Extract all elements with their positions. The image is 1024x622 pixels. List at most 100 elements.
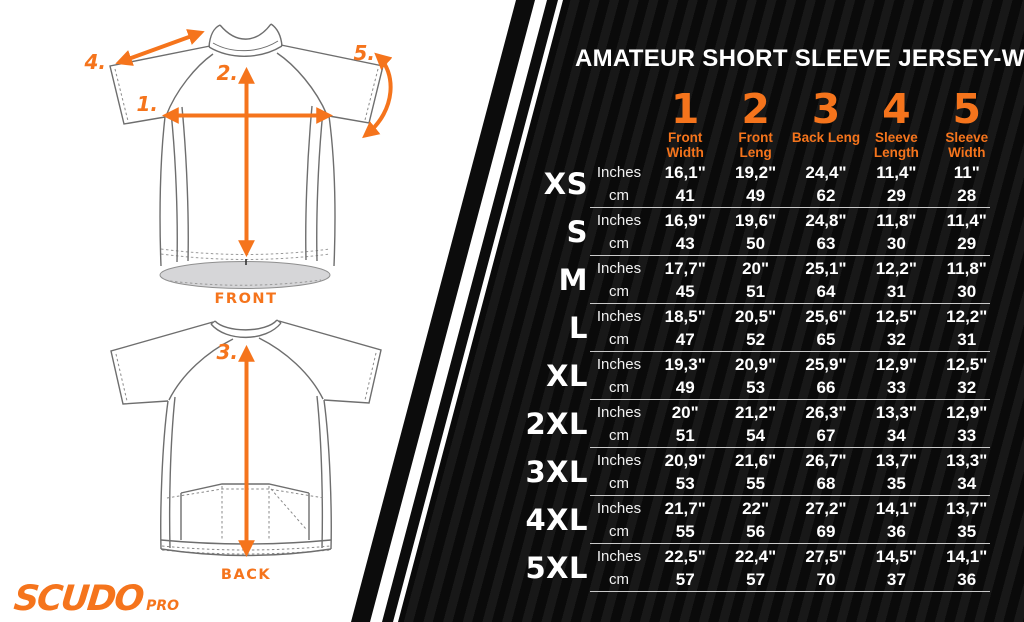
- measurement-inches-value: 13,7": [946, 499, 988, 518]
- measurement-inches-value: 20,9": [664, 451, 706, 470]
- measurement-inches-value: 20,5": [735, 307, 777, 326]
- measurement-cell: 16,1" 41: [650, 160, 720, 208]
- size-row: 4XL Inches cm 21,7" 55 22" 56 27,2" 69 14,1" 36 13,…: [520, 496, 1004, 544]
- measurement-cell: 12,2" 31: [932, 304, 1002, 352]
- measurement-cell: 26,7" 68: [791, 448, 861, 496]
- measurement-cm-value: 51: [746, 282, 766, 301]
- measurement-cell: 21,2" 54: [720, 400, 790, 448]
- measurement-inches-value: 25,6": [805, 307, 847, 326]
- measurement-inches-value: 19,6": [735, 211, 777, 230]
- measurement-cell: 26,3" 67: [791, 400, 861, 448]
- measurement-cell: 20,5" 52: [720, 304, 790, 352]
- measurement-cm-value: 47: [675, 330, 695, 349]
- measurement-cell: 12,2" 31: [861, 256, 931, 304]
- unit-inches-label: Inches: [596, 500, 642, 517]
- measurement-inches-value: 20": [671, 403, 699, 422]
- back-jersey-drawing: [110, 319, 382, 557]
- measurement-cm-value: 36: [886, 522, 906, 541]
- measurement-inches-value: 21,2": [735, 403, 777, 422]
- measure-column-number: 3: [811, 85, 841, 133]
- measure-column-number: 5: [952, 85, 982, 133]
- size-label: M: [558, 263, 588, 297]
- measure-column: 4 Sleeve Length: [861, 89, 931, 160]
- unit-labels: Inches cm: [588, 208, 650, 256]
- measurement-inches-value: 16,1": [664, 163, 706, 182]
- unit-cm-label: cm: [609, 187, 629, 204]
- measurement-cell: 22" 56: [720, 496, 790, 544]
- measurement-cm-value: 33: [886, 378, 906, 397]
- measure-column-number: 1: [670, 85, 700, 133]
- measurement-inches-value: 26,3": [805, 403, 847, 422]
- measurement-cell: 12,5" 32: [861, 304, 931, 352]
- unit-labels: Inches cm: [588, 448, 650, 496]
- measurement-inches-value: 12,5": [875, 307, 917, 326]
- measure-columns: 1 Front Width 2 Front Leng 3 Back Leng 4 Sleeve…: [650, 85, 1002, 160]
- measurement-cm-value: 30: [957, 282, 977, 301]
- measurement-inches-value: 18,5": [664, 307, 706, 326]
- measurement-cell: 11,8" 30: [861, 208, 931, 256]
- measurement-cell: 11,8" 30: [932, 256, 1002, 304]
- measurement-cm-value: 56: [746, 522, 766, 541]
- measurement-inches-value: 25,1": [805, 259, 847, 278]
- diagram-labels: 1. 2. 4. 5. 3. FRONT BACK: [83, 41, 375, 583]
- brand-logo: SCUDO PRO: [12, 579, 179, 619]
- measurement-inches-value: 27,2": [805, 499, 847, 518]
- measurement-cell: 20" 51: [720, 256, 790, 304]
- measurement-cell: 17,7" 45: [650, 256, 720, 304]
- size-label: 2XL: [525, 407, 588, 441]
- size-label: XL: [546, 359, 588, 393]
- size-row: M Inches cm 17,7" 45 20" 51 25,1" 64 12,2" 31 11,8"…: [520, 256, 1004, 304]
- measurement-inches-value: 12,2": [946, 307, 988, 326]
- measurement-cm-value: 49: [675, 378, 695, 397]
- measurement-cell: 13,7" 35: [861, 448, 931, 496]
- measurement-cell: 20,9" 53: [720, 352, 790, 400]
- measurement-cm-value: 28: [957, 186, 977, 205]
- measurement-cm-value: 30: [886, 234, 906, 253]
- jersey-measurement-diagram: 1. 2. 4. 5. 3. FRONT BACK: [83, 23, 393, 583]
- measure-column: 1 Front Width: [650, 85, 720, 160]
- arrow-shoulder: [115, 29, 205, 66]
- measurement-cm-value: 68: [816, 474, 836, 493]
- measurement-cm-value: 57: [675, 570, 695, 589]
- measurement-cm-value: 57: [746, 570, 766, 589]
- measurement-cm-value: 66: [816, 378, 836, 397]
- unit-cm-label: cm: [609, 331, 629, 348]
- measurement-cm-value: 34: [886, 426, 906, 445]
- unit-cm-label: cm: [609, 523, 629, 540]
- size-label: 5XL: [525, 551, 588, 585]
- measurement-inches-value: 20": [742, 259, 770, 278]
- measurement-cm-value: 55: [746, 474, 766, 493]
- unit-labels: Inches cm: [588, 304, 650, 352]
- measurement-cell: 12,5" 32: [932, 352, 1002, 400]
- unit-cm-label: cm: [609, 379, 629, 396]
- marker-4-label: 4.: [83, 50, 106, 74]
- unit-cm-label: cm: [609, 427, 629, 444]
- measurement-inches-value: 12,2": [875, 259, 917, 278]
- size-label: S: [566, 215, 588, 249]
- measurement-cell: 25,6" 65: [791, 304, 861, 352]
- measurement-cm-value: 34: [957, 474, 977, 493]
- measure-column-number: 2: [741, 85, 770, 133]
- measurement-cm-value: 49: [746, 186, 766, 205]
- measure-column-label: Sleeve Width: [945, 130, 989, 160]
- measurement-inches-value: 12,9": [875, 355, 917, 374]
- measurement-cm-value: 53: [746, 378, 766, 397]
- measure-column-label: Sleeve Length: [873, 130, 919, 160]
- measurement-inches-value: 13,3": [875, 403, 917, 422]
- measurement-inches-value: 27,5": [805, 547, 847, 566]
- measurement-cm-value: 50: [746, 234, 766, 253]
- unit-inches-label: Inches: [596, 404, 642, 421]
- unit-cm-label: cm: [609, 571, 629, 588]
- measurement-inches-value: 21,7": [664, 499, 706, 518]
- marker-2-label: 2.: [216, 61, 238, 85]
- measurement-cm-value: 70: [816, 570, 836, 589]
- measure-column-label: Back Leng: [791, 130, 861, 145]
- measurement-arrows: [115, 29, 393, 558]
- measurement-inches-value: 19,3": [664, 355, 706, 374]
- measurement-cell: 19,6" 50: [720, 208, 790, 256]
- measurement-cm-value: 31: [886, 282, 906, 301]
- measurement-cell: 11" 28: [932, 160, 1002, 208]
- measurement-cm-value: 65: [816, 330, 836, 349]
- measurement-cell: 22,4" 57: [720, 544, 790, 592]
- measurement-cell: 13,3" 34: [932, 448, 1002, 496]
